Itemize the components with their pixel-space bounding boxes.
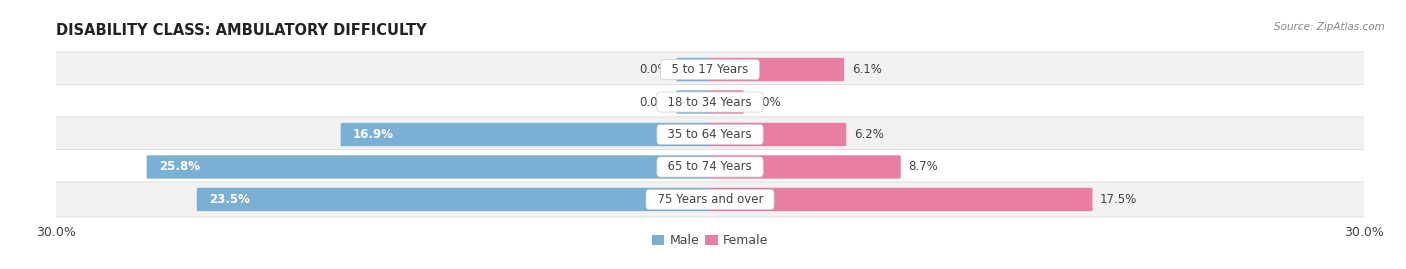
FancyBboxPatch shape — [146, 155, 711, 179]
Text: 6.2%: 6.2% — [853, 128, 884, 141]
Text: 0.0%: 0.0% — [638, 95, 669, 108]
FancyBboxPatch shape — [676, 58, 711, 81]
Text: Source: ZipAtlas.com: Source: ZipAtlas.com — [1274, 22, 1385, 31]
FancyBboxPatch shape — [709, 58, 844, 81]
FancyBboxPatch shape — [709, 155, 901, 179]
Text: 6.1%: 6.1% — [852, 63, 882, 76]
Text: 8.7%: 8.7% — [908, 161, 938, 174]
Text: 35 to 64 Years: 35 to 64 Years — [661, 128, 759, 141]
FancyBboxPatch shape — [197, 188, 711, 211]
FancyBboxPatch shape — [55, 52, 1365, 87]
FancyBboxPatch shape — [709, 188, 1092, 211]
FancyBboxPatch shape — [55, 182, 1365, 217]
FancyBboxPatch shape — [676, 90, 711, 114]
Text: 18 to 34 Years: 18 to 34 Years — [661, 95, 759, 108]
Text: 17.5%: 17.5% — [1099, 193, 1137, 206]
FancyBboxPatch shape — [55, 150, 1365, 185]
FancyBboxPatch shape — [55, 84, 1365, 119]
Text: 25.8%: 25.8% — [159, 161, 200, 174]
FancyBboxPatch shape — [709, 90, 744, 114]
FancyBboxPatch shape — [709, 123, 846, 146]
Text: 16.9%: 16.9% — [353, 128, 394, 141]
Text: 0.0%: 0.0% — [638, 63, 669, 76]
Text: DISABILITY CLASS: AMBULATORY DIFFICULTY: DISABILITY CLASS: AMBULATORY DIFFICULTY — [56, 23, 427, 38]
Text: 75 Years and over: 75 Years and over — [650, 193, 770, 206]
FancyBboxPatch shape — [340, 123, 711, 146]
Text: 23.5%: 23.5% — [208, 193, 250, 206]
Text: 65 to 74 Years: 65 to 74 Years — [661, 161, 759, 174]
Legend: Male, Female: Male, Female — [647, 229, 773, 252]
Text: 5 to 17 Years: 5 to 17 Years — [664, 63, 756, 76]
FancyBboxPatch shape — [55, 117, 1365, 152]
Text: 0.0%: 0.0% — [751, 95, 782, 108]
